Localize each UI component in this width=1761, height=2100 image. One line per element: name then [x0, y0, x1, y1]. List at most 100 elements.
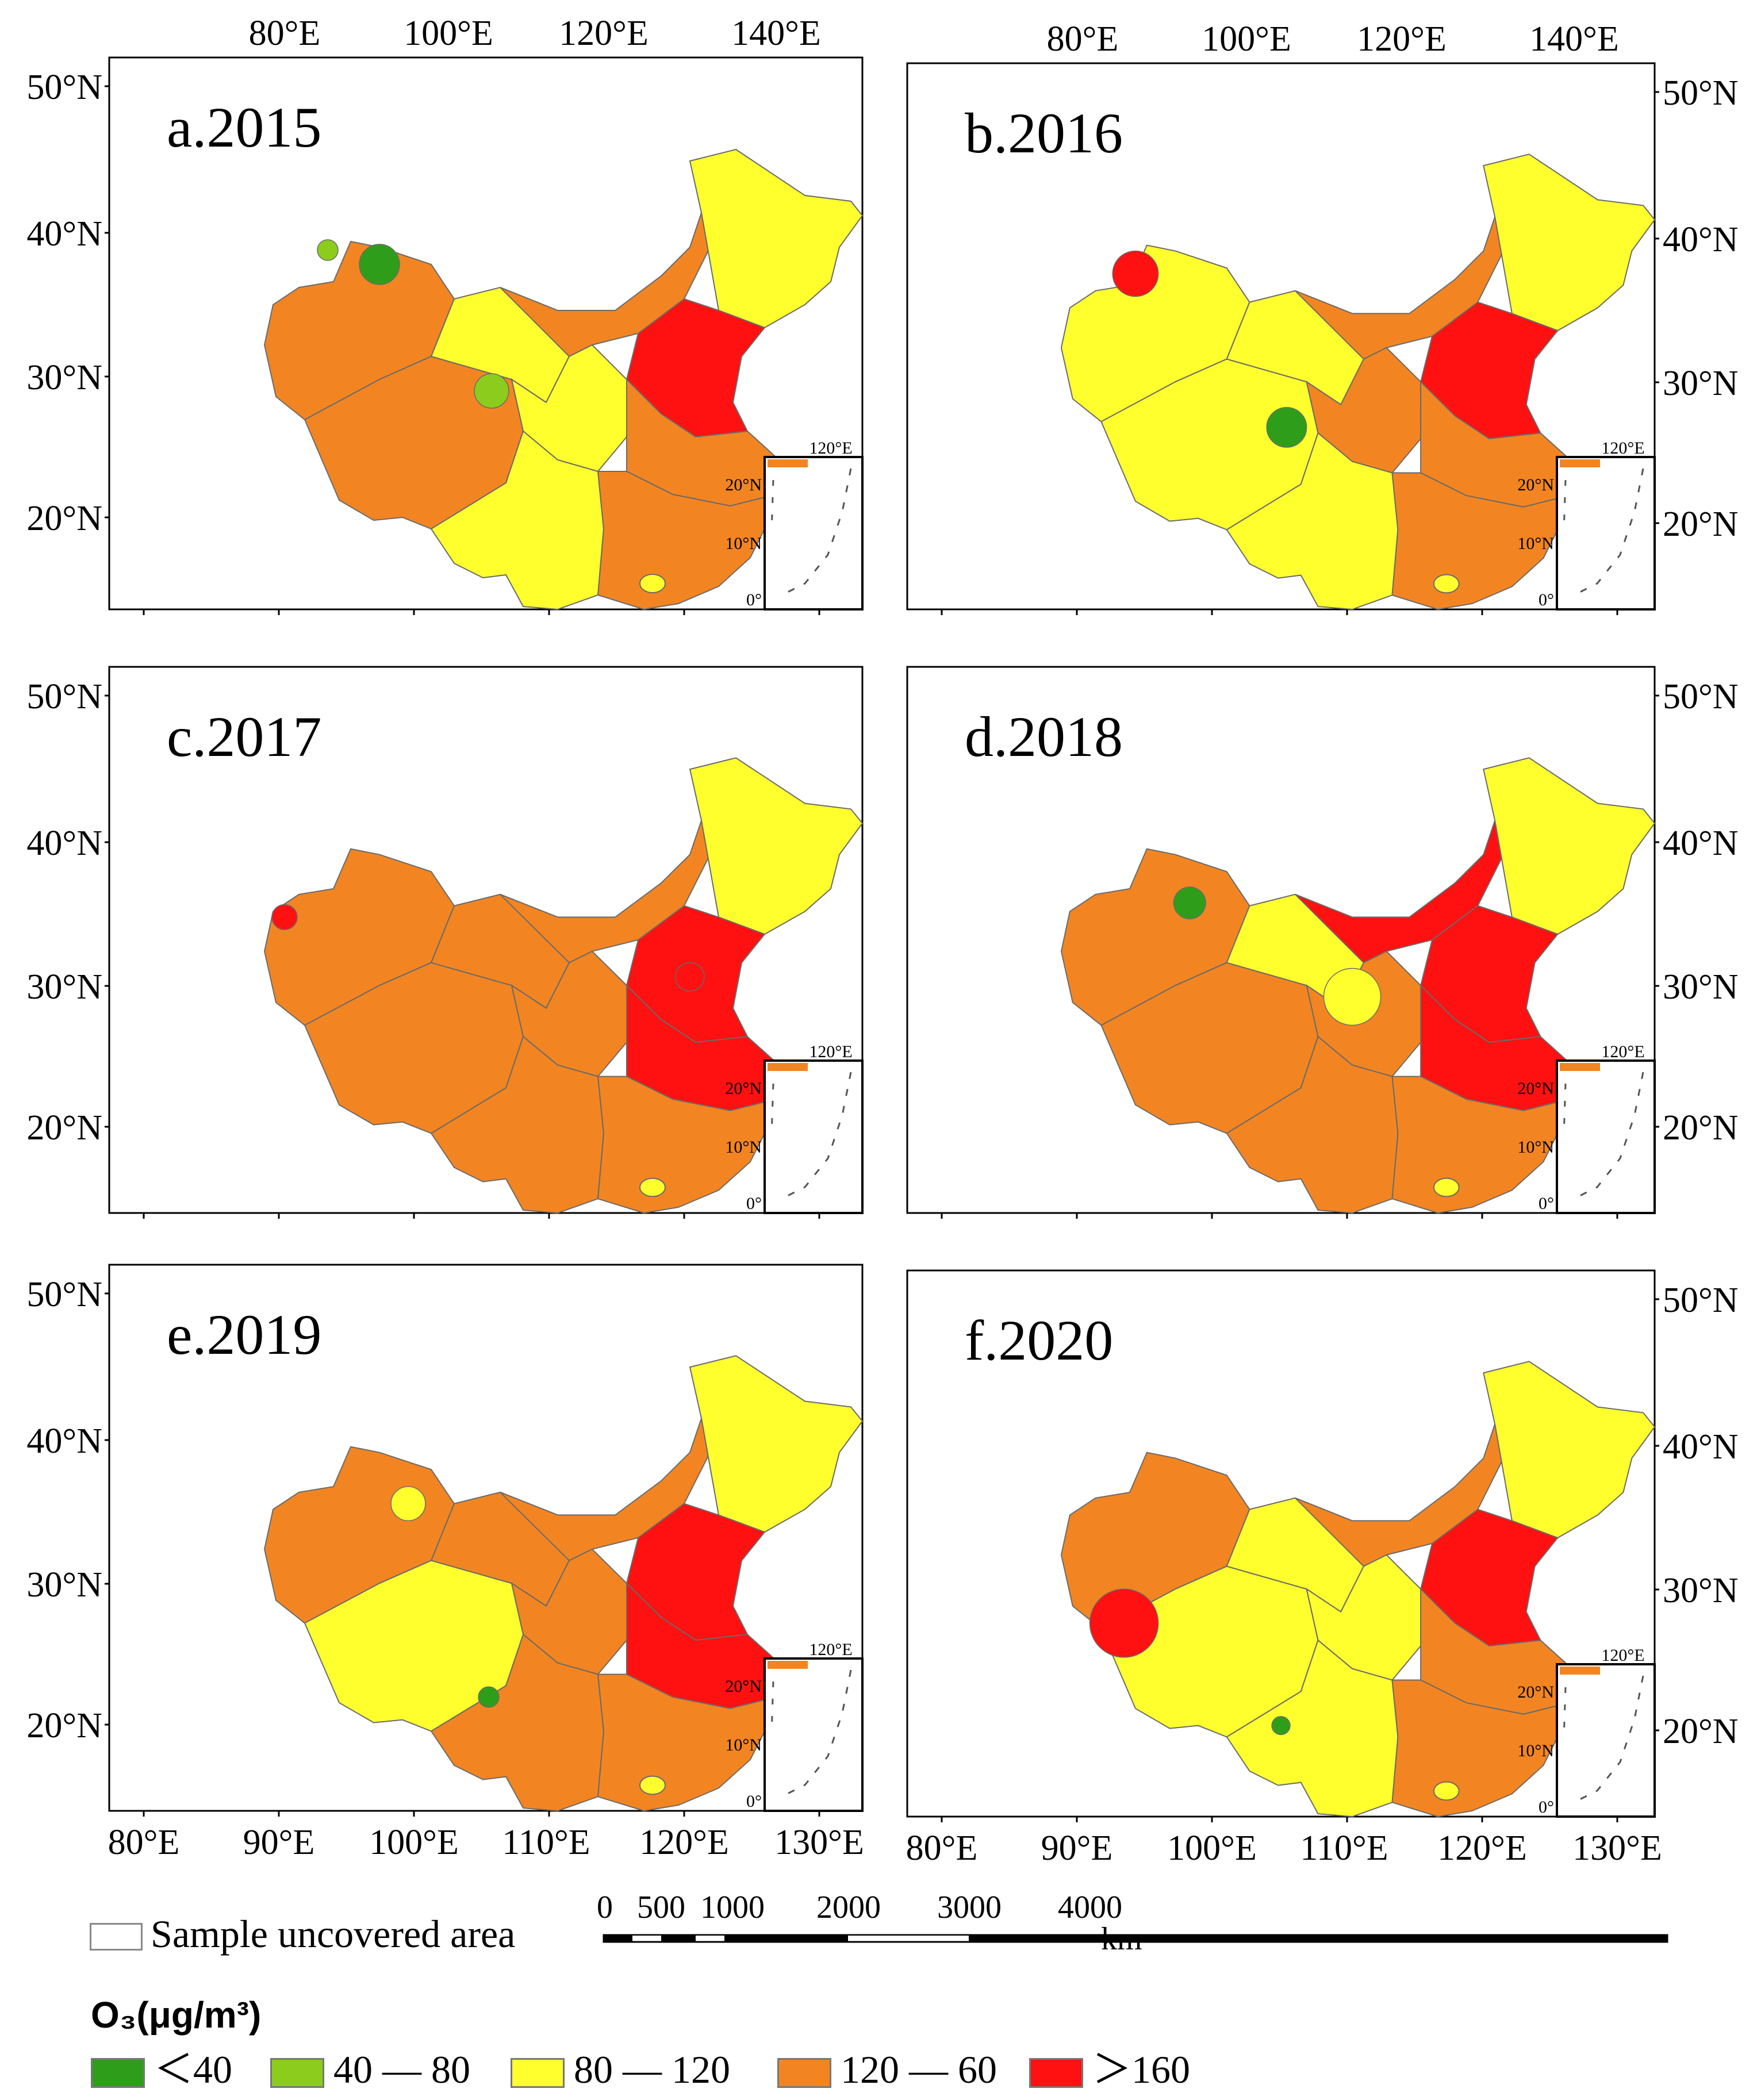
- inset-dashline: [1579, 1675, 1644, 1800]
- legend-title: O₃(μg/m³): [91, 1994, 262, 2036]
- map-e: [263, 1355, 864, 1812]
- lat-label: 30°N: [26, 1565, 102, 1604]
- panel-e: 120°E 20°N 10°N 0° e.2019 50°N 40°N 30°N 20°N 80°…: [26, 1264, 864, 1862]
- island-hainan: [639, 574, 666, 593]
- map-b: [1060, 153, 1656, 611]
- legend-label-gt160: ＞160: [1092, 2048, 1191, 2091]
- top-lon-label: 100°E: [404, 14, 493, 53]
- inset-lat-label: 20°N: [725, 475, 762, 494]
- lat-label: 30°N: [26, 968, 102, 1007]
- scale-unit: km: [1101, 1921, 1142, 1957]
- inset-coast: [768, 1063, 808, 1071]
- inset-lon-label: 120°E: [1601, 1646, 1644, 1665]
- region-northeast: [1483, 757, 1656, 935]
- region-southwest: [430, 1035, 605, 1214]
- bottom-lon-label: 80°E: [906, 1829, 978, 1868]
- region-southwest: [430, 430, 605, 611]
- inset-coast: [1560, 1667, 1600, 1675]
- region-southwest: [430, 1633, 605, 1812]
- inset-lat-label: 20°N: [1517, 1079, 1554, 1098]
- panel-b: 120°E 20°N 10°N 0° b.2016 50°N 40°N 30°N 20°N 80°…: [906, 20, 1739, 615]
- lat-label: 30°N: [1663, 1571, 1739, 1610]
- region-southwest: [1226, 1035, 1399, 1214]
- region-sichuan: [511, 344, 627, 473]
- lat-label: 50°N: [1663, 74, 1739, 113]
- island-hainan: [1433, 574, 1460, 594]
- scale-tick-1000: 1000: [700, 1890, 765, 1925]
- lat-label: 50°N: [1663, 1281, 1739, 1320]
- bottom-lon-label: 90°E: [1041, 1829, 1113, 1868]
- lat-label: 50°N: [26, 1275, 102, 1314]
- inset-lon-label: 120°E: [809, 1640, 852, 1659]
- inset-coast: [768, 1661, 808, 1669]
- inset-frame: [1556, 1663, 1656, 1818]
- bottom-lon-label: 100°E: [1167, 1829, 1257, 1868]
- inset-lat-label: 20°N: [1517, 475, 1554, 494]
- panel-label: c.2017: [167, 705, 321, 769]
- panel-c: 120°E 20°N 10°N 0° c.2017 50°N 40°N 30°N 20°N: [26, 666, 864, 1219]
- map-d: [1060, 757, 1656, 1214]
- inset-lat-label: 10°N: [1517, 1138, 1554, 1157]
- inset-lat-label: 20°N: [725, 1079, 762, 1098]
- region-spot: [1112, 250, 1159, 297]
- inset-dashline: [787, 1072, 852, 1197]
- legend-swatch-lt40: [91, 2058, 145, 2088]
- region-south: [1391, 1076, 1570, 1214]
- region-northeast: [689, 148, 864, 329]
- scale-tick-3000: 3000: [937, 1890, 1002, 1925]
- inset-map: 120°E 20°N 10°N 0°: [725, 1640, 864, 1812]
- uncovered-label: Sample uncovered area: [151, 1912, 516, 1956]
- panel-label: d.2018: [965, 705, 1123, 769]
- lat-label: 50°N: [1663, 677, 1739, 716]
- top-lon-label: 80°E: [1047, 20, 1119, 59]
- scale-tick-2000: 2000: [816, 1890, 881, 1925]
- inset-frame: [1556, 1059, 1656, 1214]
- legend-swatch-40-80: [270, 2058, 324, 2088]
- inset-lat-label: 0°: [1539, 1194, 1554, 1213]
- region-sichuan: [511, 950, 627, 1077]
- inset-lat-label: 10°N: [725, 1736, 762, 1755]
- inset-dashline: [1579, 1072, 1644, 1197]
- inset-lat-label: 10°N: [1517, 534, 1554, 553]
- inset-lon-label: 120°E: [809, 1042, 852, 1061]
- region-spot: [359, 244, 400, 285]
- top-lon-label: 140°E: [731, 14, 821, 53]
- region-southwest: [1226, 1639, 1399, 1818]
- bottom-lon-label: 130°E: [1572, 1829, 1662, 1868]
- legend-label-80-120: 80 — 120: [574, 2048, 730, 2091]
- region-northeast: [689, 757, 864, 935]
- inset-lat-label: 0°: [1539, 1798, 1554, 1817]
- inset-frame: [764, 456, 864, 611]
- lat-label: 30°N: [26, 358, 102, 397]
- bottom-lon-label: 120°E: [639, 1823, 729, 1862]
- inset-map: 120°E 20°N 10°N 0°: [725, 1042, 864, 1214]
- region-southwest: [1226, 432, 1399, 611]
- bottom-lon-label: 90°E: [243, 1823, 315, 1862]
- lat-label: 40°N: [1663, 220, 1739, 259]
- bottom-lon-label: 130°E: [774, 1823, 864, 1862]
- region-sichuan: [1306, 347, 1422, 474]
- region-south: [597, 1673, 777, 1812]
- panel-d: 120°E 20°N 10°N 0° d.2018 50°N 40°N 30°N 20°N: [906, 666, 1739, 1219]
- region-sichuan: [511, 1548, 627, 1675]
- map-a: [263, 148, 864, 611]
- inset-map: 120°E 20°N 10°N 0°: [725, 439, 864, 611]
- region-spot: [1089, 1588, 1159, 1658]
- panel-a: 120°E 20°N 10°N 0° a.2015 50°N 40°N 30°N 20°N 80°…: [26, 14, 864, 615]
- island-hainan: [1433, 1781, 1460, 1801]
- lat-label: 50°N: [26, 677, 102, 716]
- inset-lat-label: 10°N: [1517, 1741, 1554, 1760]
- inset-map: 120°E 20°N 10°N 0°: [1517, 1646, 1656, 1818]
- inset-lon-label: 120°E: [1601, 439, 1644, 458]
- bottom-lon-label: 100°E: [369, 1823, 459, 1862]
- region-spot: [478, 1686, 500, 1708]
- lat-label: 40°N: [1663, 1427, 1739, 1466]
- region-spot: [675, 962, 705, 992]
- top-lon-label: 100°E: [1202, 20, 1291, 59]
- lat-label: 40°N: [26, 824, 102, 863]
- legend-swatch-80-120: [511, 2058, 565, 2088]
- inset-frame: [1556, 456, 1656, 611]
- inset-map: 120°E 20°N 10°N 0°: [1517, 439, 1656, 611]
- region-south: [597, 1076, 777, 1214]
